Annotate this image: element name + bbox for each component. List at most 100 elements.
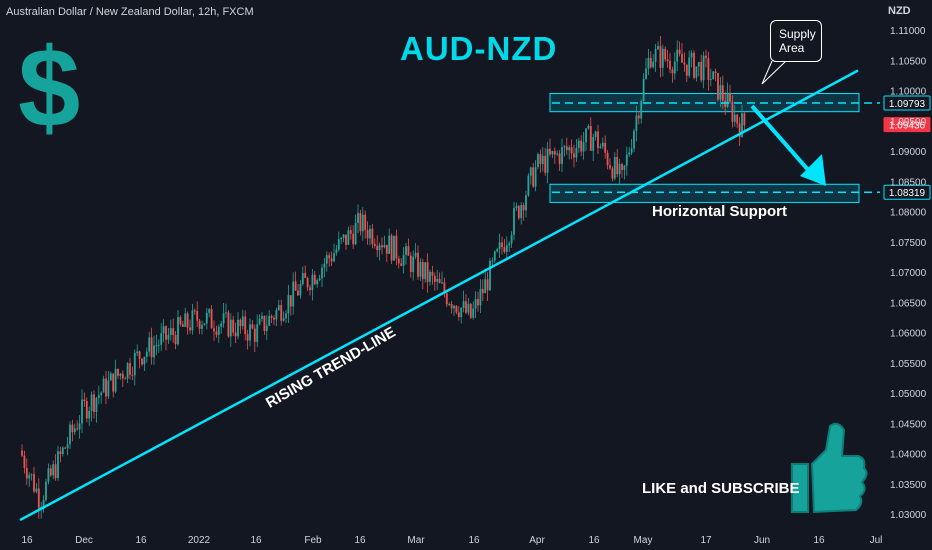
candle-body [186,313,189,328]
candle-body [301,273,304,285]
candle-body [601,142,604,147]
candle-body [383,244,386,248]
candles-layer [21,36,746,519]
candle-body [558,153,561,164]
candle-body [196,311,199,321]
y-axis: 1.11000 1.10500 1.10000 1.09500 1.09000 1.085… [890,26,927,521]
candle-body [234,332,237,337]
candle-body [659,46,662,68]
candle-body [541,155,544,165]
candle-body [412,256,415,273]
symbol-title: Australian Dollar / New Zealand Dollar, … [6,6,254,18]
y-tick-label: 1.09500 [890,117,927,128]
candle-body [73,428,76,433]
candle-body [520,205,523,219]
candle-body [47,468,50,482]
candle-body [78,423,81,430]
candle-body [76,428,79,430]
candle-body [364,214,367,230]
candle-body [409,255,412,273]
candle-body [357,213,359,223]
candle-body [85,401,88,419]
candle-body [189,327,191,331]
candle-body [311,274,314,291]
candle-body [268,316,271,326]
candle-body [685,64,688,76]
candle-body [395,235,398,259]
candle-body [585,128,587,143]
y-tick-label: 1.08500 [890,177,927,188]
candle-body [270,316,273,318]
candle-body [676,49,679,62]
candle-body [537,154,539,168]
candle-body [157,344,160,346]
candle-body [71,424,74,433]
candle-body [496,249,499,252]
candle-body [678,49,681,54]
callout-line-2: Area [779,41,805,55]
candle-body [28,475,31,479]
x-tick-label: 16 [250,535,262,546]
candle-body [712,71,715,80]
candle-body [465,301,467,313]
candle-body [645,68,647,79]
candle-body [709,79,712,81]
candle-body [388,235,391,254]
candle-body [371,228,374,245]
candle-body [529,167,532,176]
candle-body [275,310,278,320]
x-tick-label: 2022 [188,535,211,546]
candle-body [630,148,633,153]
candle-body [438,278,441,283]
candle-body [280,305,283,321]
candle-body [227,312,230,337]
candle-body [460,307,463,318]
y-tick-label: 1.05500 [890,359,927,370]
y-tick-label: 1.07500 [890,238,927,249]
candle-body [49,468,52,476]
candle-body [258,318,261,325]
candle-body [616,157,619,175]
candle-body [323,263,326,268]
candle-body [402,254,405,266]
candle-body [347,230,350,245]
candle-body [522,205,525,211]
candle-body [114,368,117,392]
candle-body [83,399,86,402]
candle-body [299,284,302,296]
candle-body [549,148,551,155]
candle-body [433,275,436,282]
candle-body [551,151,554,155]
candle-body [177,317,179,345]
candle-body [621,164,623,170]
candle-body [731,101,734,122]
candle-body [246,334,249,341]
y-tick-label: 1.09000 [890,147,927,158]
x-tick-label: 17 [700,535,712,546]
candle-body [575,147,578,158]
candle-body [606,152,609,166]
y-tick-label: 1.03000 [890,510,927,521]
candle-body [292,281,295,307]
candle-body [121,373,124,379]
candle-body [729,92,731,102]
price-tag [883,95,931,111]
candle-body [340,237,343,240]
candle-body [145,351,148,357]
candle-body [726,92,729,107]
candle-body [563,146,566,148]
candle-body [544,155,547,173]
candle-body [654,49,657,62]
candle-body [424,262,427,280]
x-tick-label: Mar [407,535,425,546]
price-zone [549,183,860,203]
candle-body [484,279,487,294]
candle-body [450,304,453,309]
candle-body [652,61,655,68]
candle-body [201,324,203,329]
candle-body [325,255,328,264]
candle-body [37,488,40,509]
candle-body [513,207,515,235]
candle-body [467,303,470,313]
